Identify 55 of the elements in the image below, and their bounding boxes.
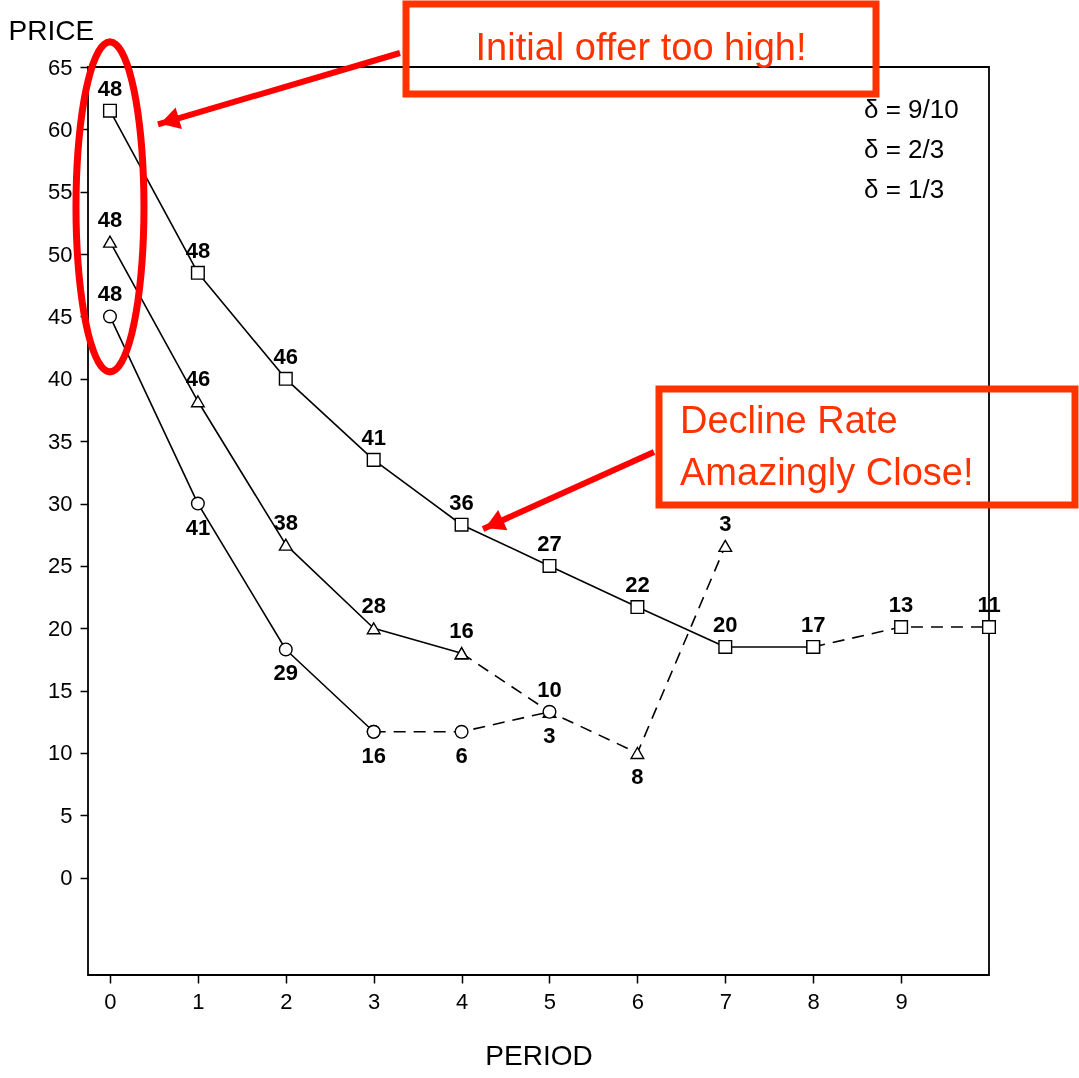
y-tick-label: 65 (48, 54, 73, 80)
y-tick-label: 60 (48, 116, 73, 142)
annotation: 13 (888, 592, 914, 618)
annotation: 46 (185, 366, 211, 392)
y-tick-label: 45 (48, 303, 73, 329)
x-tick-label: 2 (280, 988, 293, 1014)
y-tick-label: 5 (60, 802, 73, 828)
annotation: 27 (537, 530, 562, 556)
annotation: 3 (719, 510, 732, 536)
y-tick-label: 35 (48, 428, 73, 454)
y-tick-label: 30 (48, 491, 73, 517)
annotation: Initial offer too high! (475, 26, 807, 68)
annotation: 20 (713, 611, 738, 637)
x-tick-label: 1 (192, 988, 205, 1014)
text: δ = 1/3 (864, 174, 945, 204)
x-tick-label: 7 (719, 988, 732, 1014)
y-tick-label: 20 (48, 615, 73, 641)
y-tick-label: 10 (48, 740, 73, 766)
y-tick-label: 50 (48, 241, 73, 267)
annotation: 6 (455, 742, 468, 768)
y-axis-title: PRICE (8, 14, 95, 46)
annotation: 46 (273, 343, 299, 369)
annotation: 41 (361, 424, 386, 450)
y-tick-label: 40 (48, 366, 73, 392)
annotation: 48 (185, 237, 211, 263)
text: δ = 9/10 (864, 94, 959, 124)
x-tick-label: 8 (807, 988, 820, 1014)
annotation: 8 (631, 763, 644, 789)
y-tick-label: 0 (60, 865, 73, 891)
annotation: 29 (273, 660, 299, 686)
x-tick-label: 0 (104, 988, 117, 1014)
x-tick-label: 6 (631, 988, 645, 1014)
annotation: 48 (97, 206, 123, 232)
x-axis-title: PERIOD (485, 1039, 593, 1071)
annotation: 17 (800, 611, 826, 637)
annotation: 16 (449, 618, 474, 644)
annotation: Decline Rate Amazingly Close! (680, 399, 974, 493)
annotation: 10 (537, 676, 562, 702)
annotation: 38 (273, 509, 299, 535)
annotation: 36 (449, 489, 474, 515)
x-tick-label: 4 (455, 988, 469, 1014)
y-tick-label: 55 (48, 179, 73, 205)
x-tick-label: 3 (368, 988, 381, 1014)
x-tick-label: 5 (543, 988, 557, 1014)
annotation: 48 (97, 75, 123, 101)
annotation: 22 (625, 572, 650, 598)
x-tick-label: 9 (895, 988, 908, 1014)
y-tick-label: 15 (48, 678, 73, 704)
text: δ = 2/3 (864, 134, 945, 164)
annotation: 3 (543, 722, 556, 748)
annotation: 41 (185, 514, 211, 540)
y-tick-label: 25 (48, 553, 73, 579)
annotation: 16 (361, 742, 386, 768)
annotation: 28 (361, 593, 386, 619)
annotation: 48 (97, 281, 123, 307)
